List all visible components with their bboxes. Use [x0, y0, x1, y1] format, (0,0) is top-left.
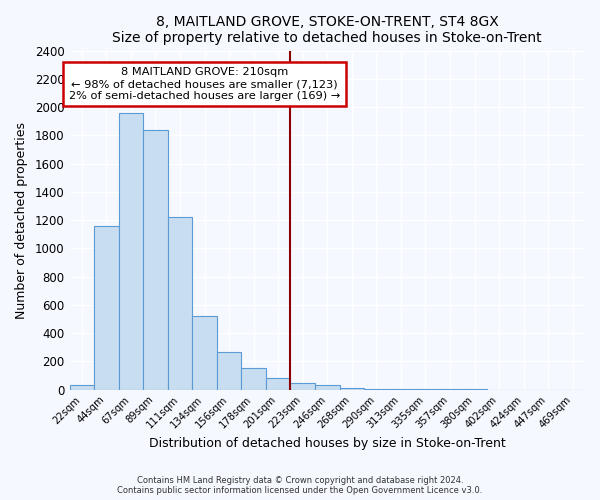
Bar — [70, 386, 94, 390]
Bar — [168, 217, 192, 390]
Bar — [94, 226, 119, 390]
Y-axis label: Number of detached properties: Number of detached properties — [15, 122, 28, 318]
Bar — [290, 382, 315, 390]
Bar — [192, 316, 217, 390]
Bar — [143, 130, 168, 390]
Text: 8 MAITLAND GROVE: 210sqm
← 98% of detached houses are smaller (7,123)
2% of semi: 8 MAITLAND GROVE: 210sqm ← 98% of detach… — [69, 68, 340, 100]
Bar — [364, 389, 389, 390]
Bar — [119, 114, 143, 390]
Bar — [315, 384, 340, 390]
Text: Contains HM Land Registry data © Crown copyright and database right 2024.
Contai: Contains HM Land Registry data © Crown c… — [118, 476, 482, 495]
X-axis label: Distribution of detached houses by size in Stoke-on-Trent: Distribution of detached houses by size … — [149, 437, 506, 450]
Bar — [266, 378, 290, 390]
Title: 8, MAITLAND GROVE, STOKE-ON-TRENT, ST4 8GX
Size of property relative to detached: 8, MAITLAND GROVE, STOKE-ON-TRENT, ST4 8… — [112, 15, 542, 45]
Bar — [217, 352, 241, 390]
Bar — [340, 388, 364, 390]
Bar — [241, 368, 266, 390]
